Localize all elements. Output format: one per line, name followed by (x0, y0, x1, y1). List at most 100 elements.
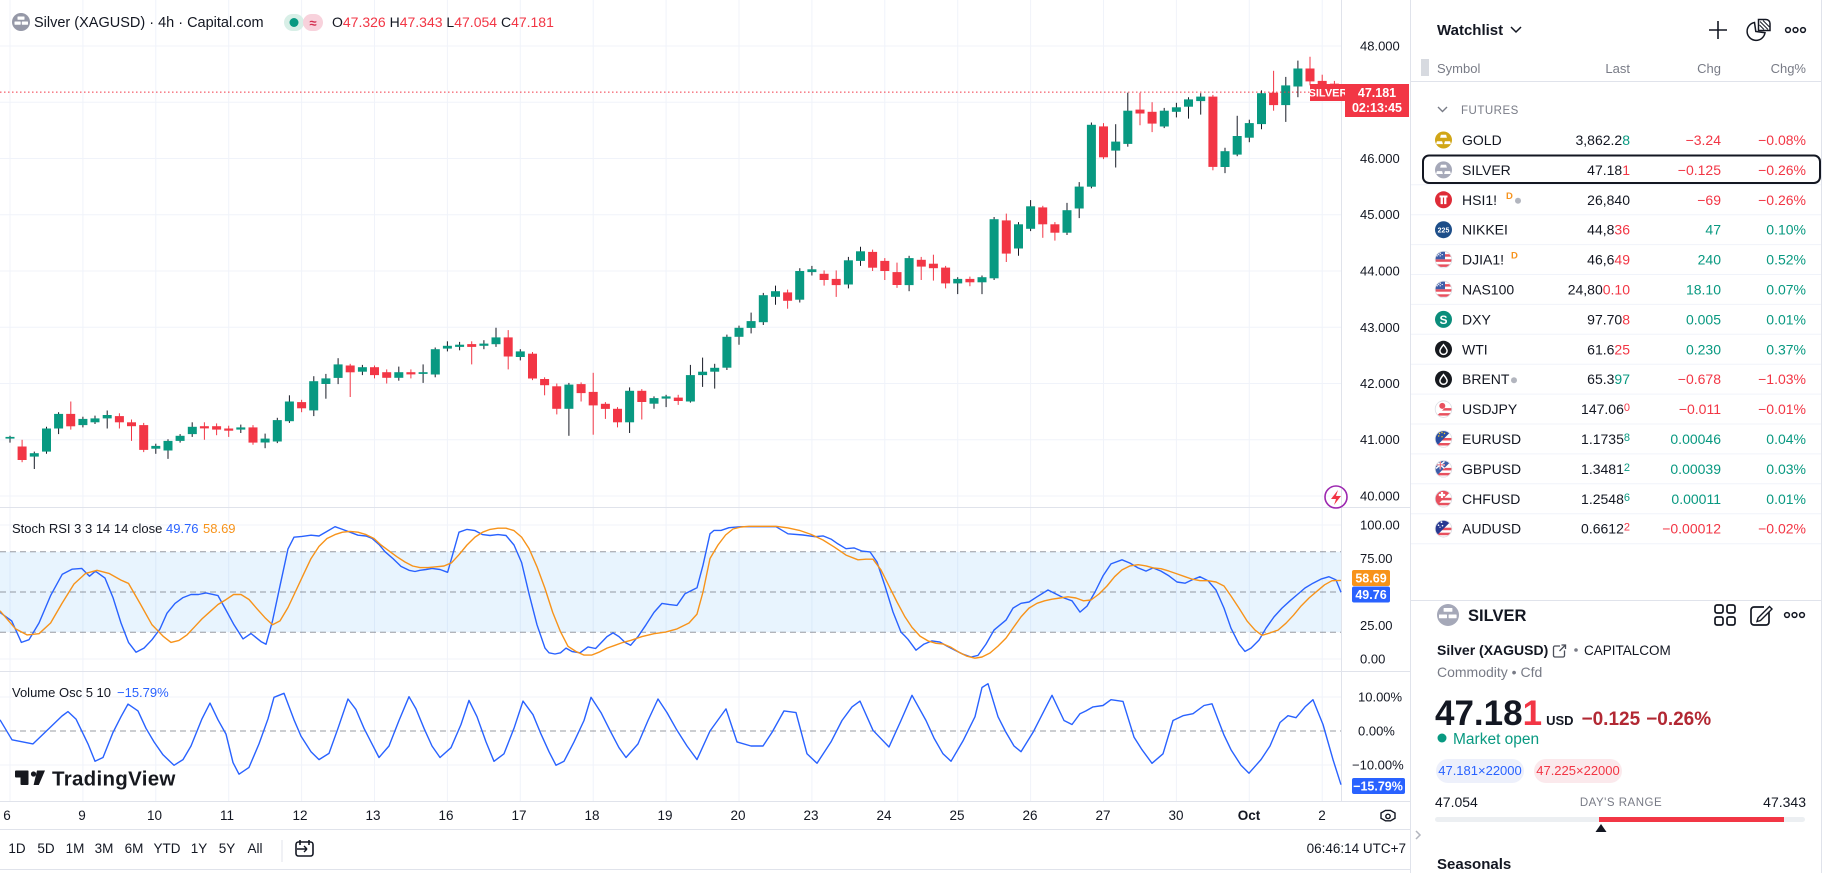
svg-text:DJIA1!: DJIA1! (1462, 252, 1504, 268)
svg-text:GOLD: GOLD (1462, 132, 1502, 148)
svg-text:0.005: 0.005 (1686, 311, 1721, 327)
svg-text:Watchlist: Watchlist (1437, 22, 1503, 39)
svg-text:61.625: 61.625 (1587, 341, 1630, 357)
svg-text:Silver (XAGUSD): Silver (XAGUSD) (1437, 642, 1548, 658)
svg-text:Chg: Chg (1697, 61, 1721, 76)
svg-text:−0.00012: −0.00012 (1662, 521, 1721, 537)
svg-text:47.181×22000: 47.181×22000 (1438, 763, 1522, 778)
svg-text:Oct: Oct (1238, 808, 1261, 823)
svg-text:YTD: YTD (154, 841, 181, 856)
svg-text:6: 6 (3, 808, 11, 823)
svg-text:30: 30 (1168, 808, 1183, 823)
svg-text:−0.678: −0.678 (1678, 371, 1721, 387)
svg-text:6M: 6M (125, 841, 144, 856)
svg-text:0.37%: 0.37% (1766, 341, 1806, 357)
svg-text:Volume Osc 5 10: Volume Osc 5 10 (12, 685, 111, 700)
svg-text:46,649: 46,649 (1587, 252, 1630, 268)
svg-text:Silver (XAGUSD) · 4h · Capital: Silver (XAGUSD) · 4h · Capital.com (34, 15, 264, 31)
svg-text:WTI: WTI (1462, 341, 1488, 357)
svg-text:NIKKEI: NIKKEI (1462, 222, 1508, 238)
svg-text:47.181: 47.181 (1587, 162, 1630, 178)
svg-text:USDJPY: USDJPY (1462, 401, 1518, 417)
svg-text:−69: −69 (1697, 192, 1721, 208)
svg-text:Symbol: Symbol (1437, 61, 1480, 76)
svg-text:0.00039: 0.00039 (1670, 461, 1721, 477)
svg-text:06:46:14 UTC+7: 06:46:14 UTC+7 (1307, 841, 1406, 856)
svg-text:10: 10 (147, 808, 162, 823)
svg-text:26,840: 26,840 (1587, 192, 1630, 208)
svg-text:1.17358: 1.17358 (1581, 431, 1630, 447)
svg-text:TradingView: TradingView (52, 768, 176, 791)
svg-text:47.225×22000: 47.225×22000 (1536, 763, 1620, 778)
svg-text:S: S (1439, 313, 1447, 327)
svg-text:58.69: 58.69 (1355, 572, 1386, 586)
svg-text:02:13:45: 02:13:45 (1352, 101, 1402, 115)
svg-text:225: 225 (1438, 228, 1450, 235)
svg-text:0.00: 0.00 (1360, 652, 1385, 667)
svg-text:All: All (247, 841, 262, 856)
svg-text:GBPUSD: GBPUSD (1462, 461, 1521, 477)
svg-text:45.000: 45.000 (1360, 207, 1400, 222)
svg-text:−0.08%: −0.08% (1758, 132, 1806, 148)
svg-text:0.66122: 0.66122 (1581, 521, 1630, 537)
svg-text:24: 24 (876, 808, 892, 823)
svg-text:11: 11 (220, 808, 234, 823)
svg-text:58.69: 58.69 (203, 521, 236, 536)
svg-text:27: 27 (1095, 808, 1110, 823)
svg-text:97.708: 97.708 (1587, 311, 1630, 327)
svg-text:SILVER: SILVER (1468, 607, 1526, 625)
svg-text:47.054: 47.054 (1435, 794, 1478, 810)
svg-text:44,836: 44,836 (1587, 222, 1630, 238)
svg-text:0.01%: 0.01% (1766, 491, 1806, 507)
svg-text:20: 20 (730, 808, 745, 823)
svg-text:25: 25 (949, 808, 964, 823)
svg-text:24,800.10: 24,800.10 (1568, 282, 1631, 298)
svg-text:47.181: 47.181 (1358, 86, 1396, 100)
svg-text:23: 23 (803, 808, 818, 823)
svg-text:FUTURES: FUTURES (1461, 105, 1519, 117)
svg-text:SILVER: SILVER (1309, 88, 1348, 100)
svg-text:D: D (1511, 251, 1518, 262)
svg-text:44.000: 44.000 (1360, 264, 1400, 279)
svg-text:47.343: 47.343 (1763, 794, 1806, 810)
svg-text:1.25486: 1.25486 (1581, 491, 1630, 507)
svg-text:DAY'S RANGE: DAY'S RANGE (1580, 797, 1662, 809)
svg-text:1.34812: 1.34812 (1581, 461, 1630, 477)
svg-text:3M: 3M (95, 841, 114, 856)
svg-text:25.00: 25.00 (1360, 618, 1393, 633)
svg-text:10.00%: 10.00% (1358, 690, 1403, 705)
svg-text:Market open: Market open (1453, 731, 1539, 748)
svg-text:−15.79%: −15.79% (1353, 780, 1403, 794)
svg-text:16: 16 (438, 808, 453, 823)
svg-text:12: 12 (292, 808, 307, 823)
svg-text:0.01%: 0.01% (1766, 311, 1806, 327)
svg-text:Stoch RSI 3 3 14 14 close: Stoch RSI 3 3 14 14 close (12, 521, 162, 536)
svg-text:5Y: 5Y (219, 841, 236, 856)
svg-text:0.52%: 0.52% (1766, 252, 1806, 268)
svg-text:−0.125: −0.125 (1678, 162, 1721, 178)
svg-text:100.00: 100.00 (1360, 518, 1400, 533)
svg-text:65.397: 65.397 (1587, 371, 1630, 387)
svg-text:240: 240 (1698, 252, 1722, 268)
svg-text:SILVER: SILVER (1462, 162, 1511, 178)
svg-text:9: 9 (78, 808, 86, 823)
svg-text:−3.24: −3.24 (1686, 132, 1722, 148)
svg-text:O47.326 H47.343 L47.054 C47.18: O47.326 H47.343 L47.054 C47.181 (332, 14, 554, 30)
svg-text:26: 26 (1022, 808, 1037, 823)
svg-text:19: 19 (657, 808, 672, 823)
svg-text:18.10: 18.10 (1686, 282, 1721, 298)
svg-text:48.000: 48.000 (1360, 39, 1400, 54)
svg-text:42.000: 42.000 (1360, 376, 1400, 391)
svg-text:CAPITALCOM: CAPITALCOM (1584, 643, 1671, 658)
svg-text:41.000: 41.000 (1360, 432, 1400, 447)
svg-text:46.000: 46.000 (1360, 151, 1400, 166)
svg-text:0.03%: 0.03% (1766, 461, 1806, 477)
svg-text:Last: Last (1605, 61, 1630, 76)
svg-text:0.04%: 0.04% (1766, 431, 1806, 447)
svg-text:40.000: 40.000 (1360, 489, 1400, 504)
svg-text:147.060: 147.060 (1581, 401, 1630, 417)
svg-text:0.00%: 0.00% (1358, 724, 1395, 739)
svg-text:Seasonals: Seasonals (1437, 856, 1511, 873)
svg-text:1D: 1D (8, 841, 26, 856)
svg-text:47: 47 (1705, 222, 1721, 238)
